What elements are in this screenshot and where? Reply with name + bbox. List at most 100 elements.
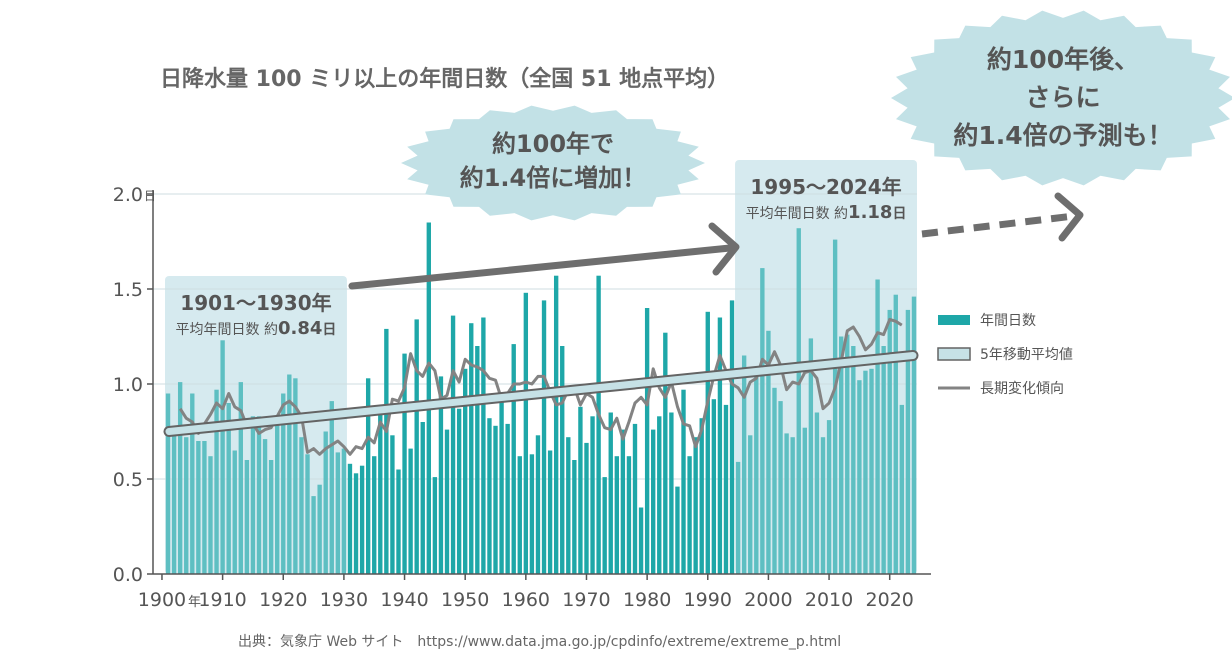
bar-1946 [438, 376, 444, 574]
bar-1908 [208, 456, 213, 574]
bar-2022 [899, 404, 905, 574]
callout-line: 約1.4倍に増加！ [460, 164, 647, 192]
bar-1985 [675, 486, 680, 574]
bar-1959 [517, 456, 522, 574]
bar-1967 [566, 437, 571, 574]
period-label-1: 1901〜1930年 [180, 291, 331, 315]
bar-1973 [602, 477, 607, 574]
bar-2005 [796, 228, 801, 574]
bar-2017 [869, 368, 874, 574]
bar-2023 [905, 309, 911, 574]
bar-1955 [493, 425, 498, 574]
bar-2016 [863, 370, 868, 574]
x-tick-label: 1910 [198, 589, 246, 611]
bar-1907 [202, 441, 207, 574]
bar-2006 [802, 427, 807, 574]
bar-1962 [535, 435, 541, 574]
bar-1940 [402, 353, 407, 574]
bar-1947 [444, 429, 450, 574]
legend-swatch-band [937, 347, 971, 361]
bar-1972 [596, 275, 601, 574]
trend-band [165, 352, 917, 435]
bar-1986 [681, 389, 686, 574]
forecast-arrow [921, 212, 1075, 238]
bar-1936 [378, 410, 383, 574]
increase-arrow [348, 244, 734, 290]
increase-arrow-head [708, 222, 740, 276]
bar-1969 [578, 406, 583, 574]
bar-2009 [820, 437, 826, 574]
bar-1964 [547, 450, 553, 574]
bar-2010 [826, 420, 832, 574]
bar-1941 [408, 448, 413, 574]
bar-1961 [529, 454, 535, 574]
x-tick-label: 2010 [805, 589, 853, 611]
bar-1970 [584, 442, 589, 574]
x-tick-label: 1990 [684, 589, 732, 611]
bar-1991 [711, 399, 717, 574]
bar-1953 [481, 317, 486, 574]
bar-2002 [778, 401, 783, 574]
period-label-2: 1995〜2024年 [750, 175, 901, 199]
legend-item-2: 5年移動平均値 [937, 347, 1073, 363]
bar-1974 [608, 412, 613, 574]
bar-1977 [626, 456, 632, 574]
bar-1997 [748, 435, 753, 574]
bar-1935 [372, 456, 377, 574]
bar-1912 [232, 450, 237, 574]
bar-1905 [190, 393, 195, 574]
bar-2000 [766, 330, 771, 574]
bar-2014 [851, 346, 856, 574]
bar-2003 [784, 433, 789, 574]
bar-1975 [614, 456, 619, 574]
bar-1982 [657, 416, 662, 574]
bar-1909 [214, 389, 219, 574]
bar-1910 [220, 340, 225, 574]
bar-1915 [250, 416, 256, 574]
bar-2015 [857, 380, 862, 574]
bar-1942 [414, 319, 419, 574]
bar-2012 [839, 336, 844, 574]
bar-2011 [832, 239, 838, 574]
bar-1913 [238, 382, 243, 574]
bar-1927 [323, 431, 328, 574]
x-tick-label: 1970 [562, 589, 610, 611]
bar-1952 [475, 346, 480, 574]
x-tick-label: 1940 [380, 589, 428, 611]
legend-item-1: 年間日数 [938, 313, 1036, 329]
y-tick-label: 1.0 [113, 374, 143, 396]
bar-1951 [469, 323, 474, 574]
x-tick-label: 1960 [502, 589, 550, 611]
bar-1903 [177, 382, 183, 574]
x-tick-label: 1900 [138, 589, 186, 611]
x-tick-label: 1920 [259, 589, 307, 611]
bar-1906 [196, 441, 201, 574]
bar-2018 [875, 279, 880, 574]
bar-2007 [808, 338, 814, 574]
bar-1963 [541, 300, 547, 574]
bar-1988 [693, 437, 698, 574]
bar-1950 [463, 368, 468, 574]
bar-1924 [305, 454, 310, 574]
bar-2020 [887, 309, 892, 574]
bar-1981 [651, 429, 656, 574]
bar-1956 [499, 393, 504, 574]
bar-1920 [281, 393, 286, 574]
callout-line: 約100年後、 [987, 45, 1139, 74]
bar-2019 [881, 346, 886, 574]
y-tick-label: 1.5 [113, 279, 143, 301]
bar-1914 [244, 460, 250, 574]
bar-1919 [275, 418, 280, 574]
legend-item-3: 長期変化傾向 [938, 380, 1064, 397]
bar-1944 [426, 222, 431, 574]
bar-1923 [299, 437, 304, 574]
bar-1911 [226, 403, 231, 574]
bar-1921 [287, 374, 292, 574]
bar-2024 [911, 296, 917, 574]
forecast-arrow-head [1054, 192, 1084, 242]
x-tick-label: 1950 [441, 589, 489, 611]
bar-1945 [432, 477, 438, 574]
bar-1929 [335, 452, 341, 574]
